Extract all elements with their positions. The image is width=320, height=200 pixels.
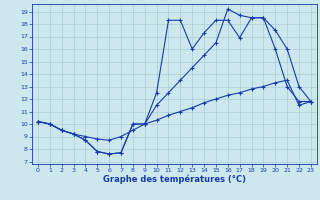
X-axis label: Graphe des températures (°C): Graphe des températures (°C)	[103, 175, 246, 184]
